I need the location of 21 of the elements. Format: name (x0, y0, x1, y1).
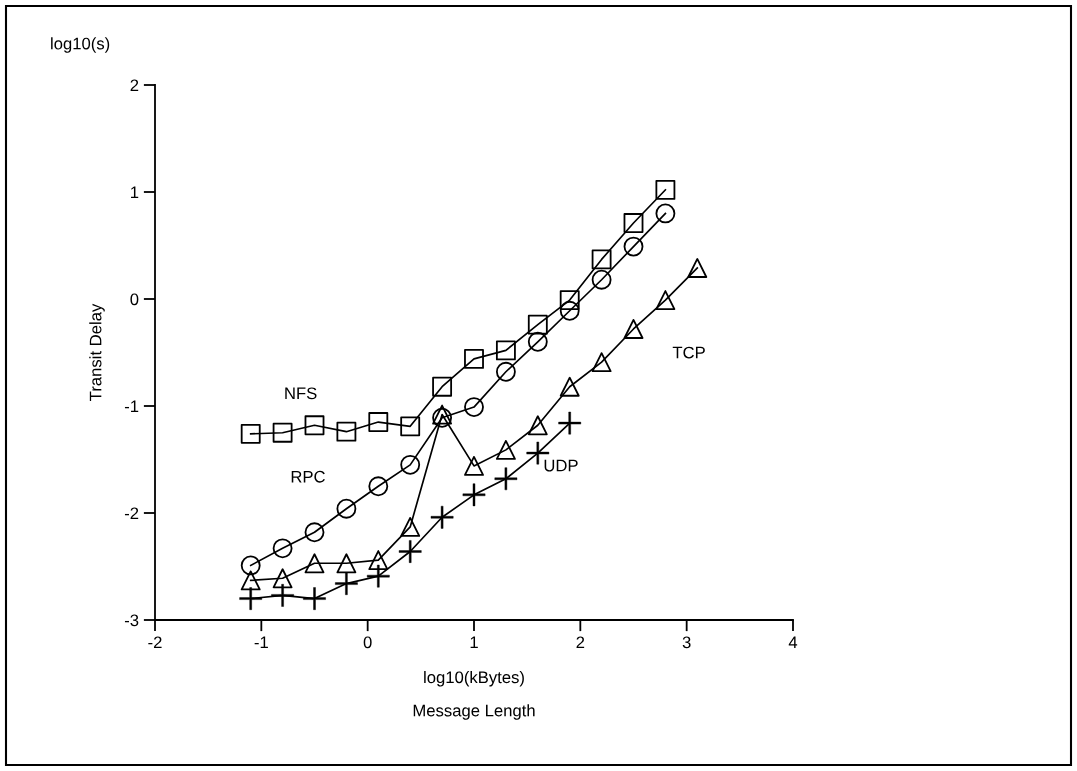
x-tick-label: -1 (254, 636, 268, 649)
y-tick-label: -3 (124, 614, 139, 627)
x-axis-title: log10(kBytes) (424, 670, 524, 687)
series-label: RPC (291, 470, 325, 483)
x-tick-label: -2 (148, 636, 162, 649)
x-tick-label: 0 (363, 636, 372, 649)
y-tick-label: 0 (130, 293, 139, 306)
y-tick-label: 2 (130, 79, 139, 92)
series-label: UDP (544, 459, 578, 472)
y-tick-label: -2 (124, 507, 139, 520)
series-label: NFS (285, 387, 317, 400)
y-tick-label: 1 (131, 186, 139, 199)
x-tick-label: 4 (788, 636, 798, 649)
text: Message Length (413, 704, 535, 720)
text: log10(s) (51, 37, 110, 53)
y-tick-label: -1 (124, 400, 139, 413)
x-tick-label: 3 (682, 636, 691, 649)
series-label: TCP (672, 346, 705, 359)
x-tick-label: 2 (576, 636, 585, 649)
x-tick-label: 1 (470, 636, 478, 649)
y-axis-title: Transit Delay (89, 303, 105, 401)
